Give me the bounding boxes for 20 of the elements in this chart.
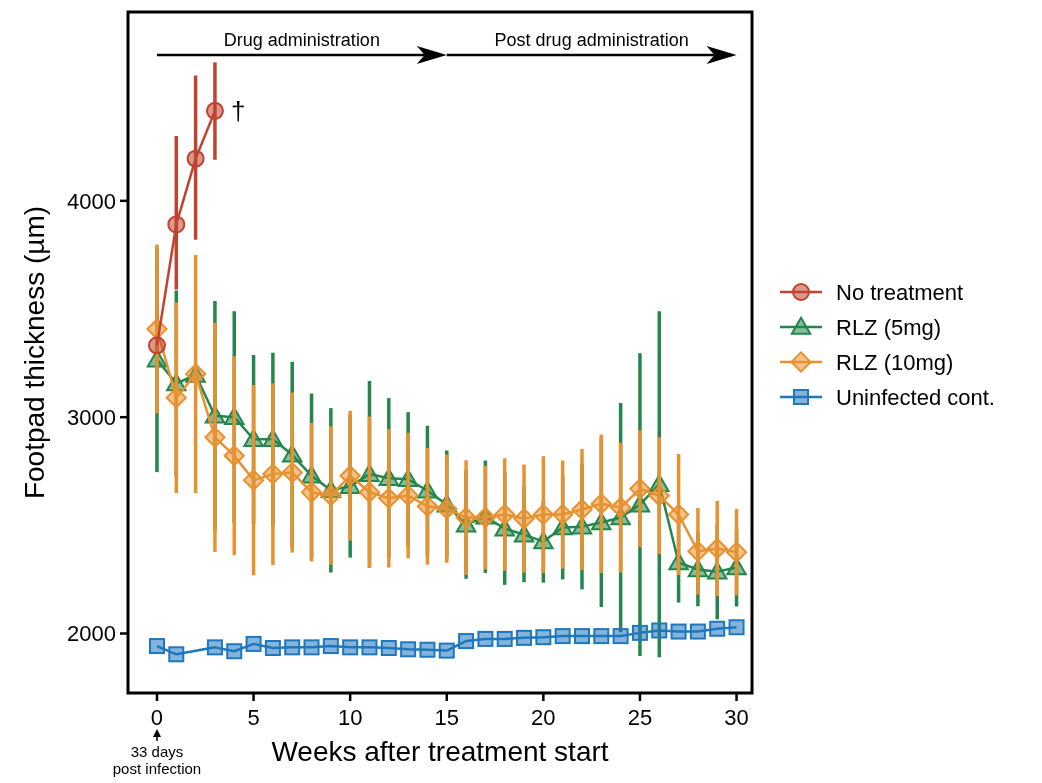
x-tick-label: 15	[434, 705, 459, 730]
x-tick-label: 5	[247, 705, 260, 730]
x-tick-label: 10	[337, 705, 363, 730]
legend-label: Uninfected cont.	[836, 384, 995, 410]
y-tick-label: 2000	[67, 621, 116, 647]
annotation: Drug administration	[223, 30, 380, 50]
y-tick-label: 3000	[67, 404, 116, 430]
annotation: †	[230, 95, 246, 126]
x-tick-label: 0	[150, 705, 164, 730]
y-tick-label: 4000	[67, 188, 116, 214]
legend-label: No treatment	[836, 279, 964, 305]
legend-label: RLZ (5mg)	[836, 314, 942, 340]
legend-label: RLZ (10mg)	[836, 349, 954, 375]
annotation: Post drug administration	[494, 30, 689, 50]
annotation: 33 days post infection	[112, 743, 202, 777]
x-tick-label: 25	[627, 705, 653, 730]
x-axis-title: Weeks after treatment start	[271, 736, 609, 767]
x-tick-label: 30	[724, 705, 749, 730]
y-axis-title: Footpad thickness (µm)	[19, 205, 50, 500]
x-tick-label: 20	[531, 705, 556, 730]
